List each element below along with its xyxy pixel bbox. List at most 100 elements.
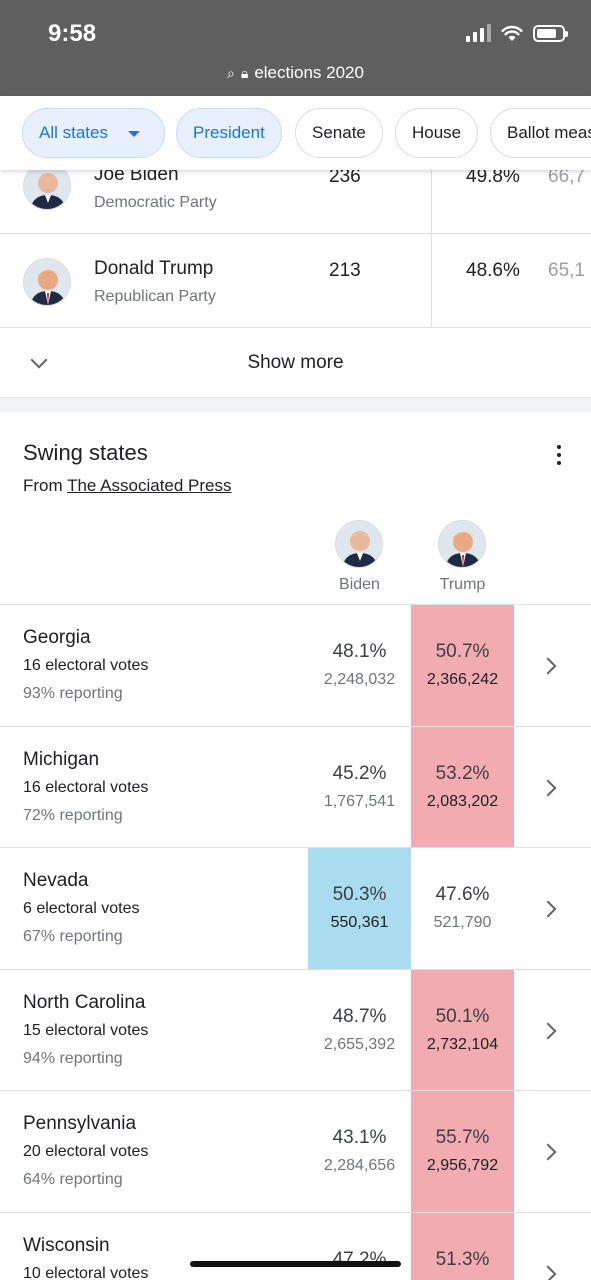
swing-state-row[interactable]: Nevada 6 electoral votes 67% reporting 50.3… xyxy=(0,847,591,969)
swing-state-row[interactable]: Pennsylvania 20 electoral votes 64% report… xyxy=(0,1090,591,1212)
chevron-right-icon xyxy=(539,779,557,796)
state-electoral-votes: 16 electoral votes xyxy=(23,778,149,796)
trump-result-cell: 51.3% xyxy=(411,1212,514,1280)
chip-president[interactable]: President xyxy=(176,108,282,158)
trump-header-avatar xyxy=(438,520,486,568)
candidate-electoral-votes: 236 xyxy=(329,166,361,187)
state-name: Georgia xyxy=(23,627,91,648)
candidate-electoral-votes: 213 xyxy=(329,260,361,281)
search-icon: ⌕ xyxy=(227,65,235,81)
candidate-name: Donald Trump xyxy=(94,258,214,279)
chevron-right-icon xyxy=(539,657,557,675)
column-header-biden: Biden xyxy=(339,576,380,593)
trump-result-cell: 53.2% 2,083,202 xyxy=(411,726,514,848)
status-icons xyxy=(466,24,568,42)
biden-percent: 48.7% xyxy=(332,1005,387,1027)
trump-votes: 2,366,242 xyxy=(426,671,499,688)
trump-votes: 521,790 xyxy=(433,914,492,931)
biden-percent: 48.1% xyxy=(332,641,387,662)
state-reporting: 67% reporting xyxy=(23,928,123,945)
state-electoral-votes: 6 electoral votes xyxy=(23,900,140,917)
trump-result-cell: 50.7% 2,366,242 xyxy=(411,605,514,726)
show-more-label: Show more xyxy=(247,352,344,373)
state-reporting: 93% reporting xyxy=(23,685,123,702)
biden-result-cell: 48.7% 2,655,392 xyxy=(308,970,411,1091)
candidate-row-trump[interactable]: Donald Trump Republican Party 213 48.6% … xyxy=(0,234,591,328)
biden-avatar xyxy=(23,162,71,210)
swing-state-row[interactable]: North Carolina 15 electoral votes 94% repo… xyxy=(0,968,591,1091)
biden-votes: 2,284,656 xyxy=(323,1157,396,1174)
trump-avatar xyxy=(23,258,71,306)
trump-result-cell: 55.7% 2,956,792 xyxy=(411,1091,514,1212)
state-reporting: 72% reporting xyxy=(23,806,123,824)
chip-ballot-measures[interactable]: Ballot meas xyxy=(490,108,591,158)
chevron-right-icon xyxy=(539,1143,557,1161)
biden-result-cell: 47.2% xyxy=(308,1213,411,1280)
candidate-percent: 48.6% xyxy=(466,260,520,281)
signal-icon xyxy=(466,24,491,42)
chip-senate[interactable]: Senate xyxy=(295,108,383,158)
swing-states-title: Swing states xyxy=(23,440,148,465)
lock-icon: 🔒︎ xyxy=(240,65,249,81)
home-indicator xyxy=(190,1261,401,1267)
column-header-trump: Trump xyxy=(439,576,486,593)
trump-percent: 47.6% xyxy=(435,884,490,905)
state-name: Nevada xyxy=(23,870,89,891)
swing-state-row[interactable]: Michigan 16 electoral votes 72% reporting 4… xyxy=(0,725,591,848)
filter-chips: All states President Senate House Ballot… xyxy=(0,96,591,170)
state-electoral-votes: 20 electoral votes xyxy=(23,1143,149,1160)
battery-icon xyxy=(533,24,568,42)
biden-votes: 550,361 xyxy=(330,914,389,931)
status-time: 9:58 xyxy=(48,20,97,47)
biden-result-cell: 48.1% 2,248,032 xyxy=(308,605,411,726)
biden-percent: 43.1% xyxy=(332,1127,387,1148)
biden-result-cell: 45.2% 1,767,541 xyxy=(308,727,411,848)
biden-percent: 47.2% xyxy=(332,1248,387,1270)
chip-all-states[interactable]: All states xyxy=(22,108,165,158)
biden-result-cell: 50.3% 550,361 xyxy=(308,848,411,969)
url-text: elections 2020 xyxy=(254,63,364,82)
url-bar[interactable]: ⌕ 🔒︎ elections 2020 xyxy=(0,63,591,83)
column-divider xyxy=(431,170,432,328)
chip-house[interactable]: House xyxy=(395,108,479,158)
trump-percent: 51.3% xyxy=(435,1248,490,1270)
trump-percent: 50.1% xyxy=(435,1005,490,1027)
trump-percent: 53.2% xyxy=(435,762,490,784)
swing-state-row[interactable]: Georgia 16 electoral votes 93% reporting 48… xyxy=(0,604,591,726)
show-more-button[interactable]: Show more xyxy=(0,328,591,398)
state-name: North Carolina xyxy=(23,991,146,1013)
biden-votes: 2,655,392 xyxy=(323,1035,396,1053)
chevron-right-icon xyxy=(539,900,557,918)
trump-result-cell: 47.6% 521,790 xyxy=(411,848,514,969)
candidate-party: Republican Party xyxy=(94,288,216,305)
section-divider xyxy=(0,398,591,412)
candidate-percent: 49.8% xyxy=(466,166,520,187)
state-electoral-votes: 10 electoral votes xyxy=(23,1264,149,1280)
swing-state-row[interactable]: Wisconsin 10 electoral votes 47.2% 51.3% xyxy=(0,1211,591,1280)
chevron-right-icon xyxy=(539,1265,557,1280)
trump-votes: 2,732,104 xyxy=(426,1035,499,1053)
source-link[interactable]: The Associated Press xyxy=(67,476,232,495)
wifi-icon xyxy=(501,25,523,41)
trump-votes: 2,956,792 xyxy=(426,1157,499,1174)
state-name: Pennsylvania xyxy=(23,1113,137,1134)
chevron-right-icon xyxy=(539,1022,557,1039)
candidate-popular-votes: 66,7 xyxy=(548,166,585,187)
swing-source: From The Associated Press xyxy=(23,476,232,495)
trump-percent: 55.7% xyxy=(435,1127,490,1148)
browser-top-bar: 9:58 ⌕ 🔒︎ elections 2020 xyxy=(0,0,591,96)
biden-votes: 2,248,032 xyxy=(323,671,396,688)
candidate-popular-votes: 65,1 xyxy=(548,260,585,281)
state-name: Wisconsin xyxy=(23,1234,110,1256)
dropdown-caret-icon xyxy=(127,130,140,137)
state-reporting: 64% reporting xyxy=(23,1171,123,1188)
state-name: Michigan xyxy=(23,748,100,770)
state-reporting: 94% reporting xyxy=(23,1049,123,1067)
candidate-party: Democratic Party xyxy=(94,194,217,211)
state-electoral-votes: 15 electoral votes xyxy=(23,1021,149,1039)
trump-percent: 50.7% xyxy=(435,641,490,662)
trump-result-cell: 50.1% 2,732,104 xyxy=(411,969,514,1091)
trump-votes: 2,083,202 xyxy=(426,792,499,810)
state-electoral-votes: 16 electoral votes xyxy=(23,657,149,674)
more-options-icon[interactable] xyxy=(555,445,563,465)
